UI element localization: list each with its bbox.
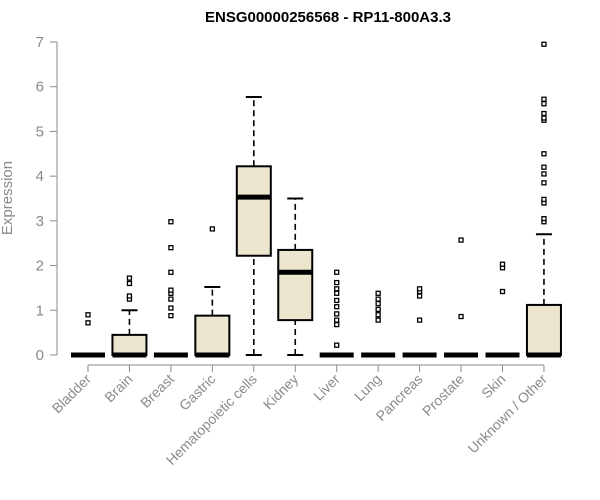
y-tick-label: 2: [36, 258, 44, 275]
outlier-point: [334, 304, 340, 310]
outlier-point: [458, 237, 464, 243]
outlier-point: [168, 296, 174, 302]
outlier-point: [168, 245, 174, 251]
box-group: [277, 197, 314, 356]
x-tick-label: Unknown / Other: [464, 371, 550, 457]
outlier-point: [168, 287, 174, 293]
outlier-point: [541, 215, 547, 222]
outlier-point: [334, 269, 340, 275]
boxes-layer: [71, 41, 562, 358]
outlier-point: [541, 180, 547, 186]
outlier-point: [541, 41, 547, 47]
outlier-point: [375, 317, 381, 323]
box-body: [525, 303, 562, 357]
y-tick-label: 5: [36, 123, 44, 140]
x-tick-label: Breast: [137, 371, 177, 411]
outlier-point: [334, 317, 340, 323]
outlier-point: [85, 320, 91, 326]
outlier-point: [499, 288, 506, 295]
outlier-point: [209, 226, 216, 232]
y-tick-label: 0: [36, 347, 44, 364]
box-group: [153, 219, 188, 358]
outlier-point: [416, 286, 423, 292]
outlier-point: [334, 279, 340, 286]
outlier-point: [334, 321, 340, 328]
x-tick-label: Liver: [310, 371, 343, 404]
outlier-point: [168, 305, 174, 311]
x-tick-label: Kidney: [260, 371, 302, 413]
outlier-point: [375, 300, 381, 307]
box-group: [111, 275, 148, 358]
chart-title: ENSG00000256568 - RP11-800A3.3: [205, 9, 451, 26]
box-body: [235, 165, 272, 257]
box-group: [319, 269, 354, 358]
outlier-point: [126, 293, 133, 299]
y-axis: 0 1 2 3 4 5 6 7: [36, 34, 58, 364]
box-group: [235, 95, 272, 356]
outlier-point: [541, 196, 547, 203]
outlier-point: [541, 171, 547, 177]
y-tick-label: 6: [36, 79, 44, 96]
outlier-point: [334, 311, 340, 317]
outlier-point: [499, 261, 506, 267]
outlier-point: [416, 317, 423, 323]
outlier-point: [375, 290, 381, 296]
outlier-point: [334, 297, 340, 304]
box-body: [111, 333, 148, 356]
outlier-point: [416, 293, 423, 299]
outlier-point: [334, 290, 340, 296]
outlier-point: [126, 280, 133, 287]
box-group: [402, 286, 437, 358]
x-tick-label: Prostate: [419, 371, 467, 419]
x-tick-label: Skin: [478, 371, 509, 402]
outlier-point: [334, 286, 340, 292]
y-tick-label: 3: [36, 213, 44, 230]
outlier-point: [375, 306, 381, 313]
outlier-point: [334, 342, 340, 348]
outlier-point: [541, 115, 547, 121]
outlier-point: [541, 110, 547, 117]
outlier-point: [541, 164, 547, 170]
box-body: [194, 314, 231, 356]
outlier-point: [541, 151, 547, 157]
outlier-point: [85, 312, 91, 318]
x-tick-label: Lung: [351, 371, 384, 404]
outlier-point: [168, 269, 174, 275]
outlier-point: [168, 219, 174, 225]
box-group: [71, 312, 105, 358]
outlier-point: [541, 96, 547, 102]
outlier-point: [126, 275, 133, 281]
outlier-point: [168, 313, 174, 319]
outlier-point: [458, 313, 464, 320]
box-group: [361, 290, 396, 358]
y-tick-label: 1: [36, 302, 44, 319]
outlier-point: [375, 296, 381, 302]
y-tick-label: 7: [36, 34, 44, 51]
box-group: [485, 261, 520, 358]
y-axis-label: Expression: [0, 161, 16, 235]
x-tick-label: Brain: [101, 371, 135, 405]
box-group: [525, 41, 562, 358]
x-tick-label: Bladder: [49, 371, 95, 417]
y-tick-label: 4: [36, 168, 44, 185]
outlier-point: [541, 101, 547, 107]
box-body: [277, 248, 314, 322]
outlier-point: [375, 312, 381, 318]
box-group: [444, 237, 479, 358]
box-group: [194, 226, 231, 358]
